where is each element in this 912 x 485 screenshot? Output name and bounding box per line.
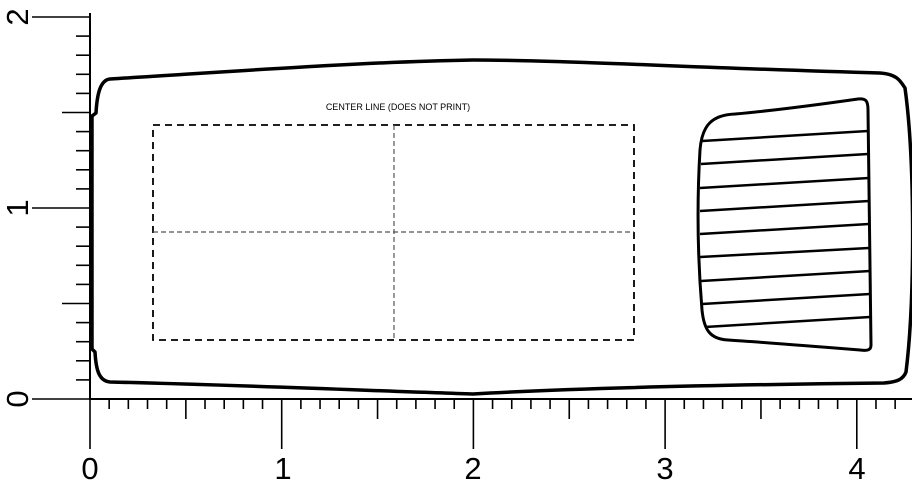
grip-ridge-line — [699, 199, 870, 213]
grip-ridge-line — [700, 152, 869, 166]
h-ruler-label-1: 1 — [274, 451, 291, 485]
grip-ridge-line — [701, 129, 869, 143]
v-ruler-label-1: 1 — [0, 199, 35, 216]
h-ruler-label-0: 0 — [81, 451, 98, 485]
grip-outline — [696, 97, 873, 352]
grip-ridge-line — [701, 292, 871, 306]
grip-ridge-line — [699, 222, 870, 236]
grip-ridge-line — [699, 176, 870, 190]
vertical-ruler: 0 1 2 — [0, 8, 91, 408]
horizontal-ruler: 0 1 2 3 4 — [81, 398, 912, 485]
h-ruler-label-2: 2 — [464, 451, 481, 485]
product-outline — [90, 58, 912, 396]
v-ruler-label-0: 0 — [0, 390, 35, 407]
grip-area — [696, 97, 873, 352]
grip-ridge-line — [704, 315, 871, 329]
h-ruler-label-4: 4 — [848, 451, 865, 485]
grip-ridges — [699, 129, 871, 329]
v-ruler-label-2: 2 — [0, 8, 35, 25]
h-ruler-label-3: 3 — [656, 451, 673, 485]
grip-ridge-line — [699, 246, 870, 259]
center-line-note: CENTER LINE (DOES NOT PRINT) — [326, 102, 470, 112]
horizontal-ruler-ticks — [89, 399, 896, 449]
vertical-ruler-ticks — [32, 16, 90, 400]
grip-ridge-line — [700, 269, 871, 283]
